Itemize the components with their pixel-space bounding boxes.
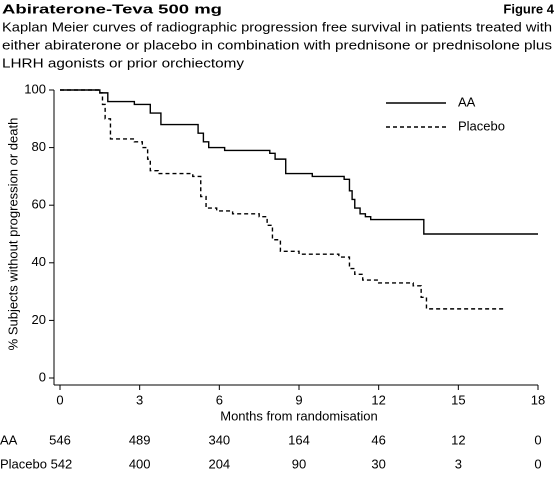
at-risk-value: 340 <box>208 432 230 447</box>
y-tick-label: 20 <box>32 312 46 327</box>
y-axis-label: % Subjects without progression or death <box>5 118 20 351</box>
x-tick-label: 15 <box>451 392 465 407</box>
x-tick-label: 12 <box>371 392 385 407</box>
at-risk-value: 90 <box>292 456 306 471</box>
title: Abiraterone-Teva 500 mg <box>2 1 222 16</box>
at-risk-value: 489 <box>129 432 151 447</box>
at-risk-label: AA <box>0 432 18 447</box>
subtitle: LHRH agonists or prior orchiectomy <box>2 55 245 70</box>
y-tick-label: 60 <box>32 197 46 212</box>
figure-label: Figure 4 <box>503 1 554 16</box>
km-curve <box>60 89 504 310</box>
x-tick-label: 18 <box>531 392 545 407</box>
at-risk-value: 3 <box>455 456 462 471</box>
y-tick-label: 40 <box>32 254 46 269</box>
at-risk-value: 546 <box>49 432 71 447</box>
x-tick-label: 3 <box>136 392 143 407</box>
x-tick-label: 0 <box>56 392 63 407</box>
km-curve <box>60 89 538 235</box>
at-risk-value: 46 <box>371 432 385 447</box>
legend-label: Placebo <box>458 118 505 133</box>
subtitle: Kaplan Meier curves of radiographic prog… <box>2 19 552 34</box>
at-risk-value: 400 <box>129 456 151 471</box>
at-risk-value: 204 <box>208 456 230 471</box>
at-risk-value: 0 <box>534 432 541 447</box>
at-risk-value: 164 <box>288 432 310 447</box>
legend-label: AA <box>458 94 476 109</box>
at-risk-value: 30 <box>371 456 385 471</box>
at-risk-label: Placebo 542 <box>0 456 72 471</box>
y-tick-label: 80 <box>32 139 46 154</box>
x-tick-label: 9 <box>295 392 302 407</box>
subtitle: either abiraterone or placebo in combina… <box>2 37 553 52</box>
x-tick-label: 6 <box>216 392 223 407</box>
x-axis-label: Months from randomisation <box>220 408 378 423</box>
at-risk-value: 12 <box>451 432 465 447</box>
y-tick-label: 0 <box>39 369 46 384</box>
y-tick-label: 100 <box>24 81 46 96</box>
at-risk-value: 0 <box>534 456 541 471</box>
